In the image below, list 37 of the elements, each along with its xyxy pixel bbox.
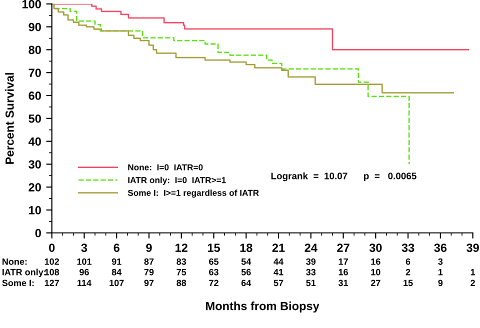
x-tick-label: 9 [146,244,152,252]
x-tick-label: 33 [402,244,414,252]
text: None: [2,258,27,265]
text: 127 114 107 97 88 72 64 57 51 31 27 15 9 2 [44,280,475,286]
text: IATR only: [2,268,46,278]
y-tick-label: 50 [28,114,41,123]
x-tick-label: 30 [369,244,382,252]
annotation: Logrank = 10.07 p = 0.0065 [271,172,416,182]
x-tick-label: 12 [176,244,188,252]
y-tick-label: 10 [29,206,41,214]
y-axis-title: Percent Survival [5,72,14,164]
text: 102 101 91 87 83 65 54 44 39 17 16 6 3 [44,258,443,265]
x-tick-label: 39 [466,244,479,252]
x-tick-label: 21 [272,244,285,252]
x-axis-title: Months from Biopsy [206,302,320,313]
y-tick-label: 60 [28,92,41,100]
x-tick-label: 24 [304,244,318,252]
x-tick-label: 15 [208,244,220,252]
text: 108 96 84 79 75 63 56 41 33 16 10 2 1 1 [44,268,476,276]
y-tick-label: 0 [35,228,41,238]
y-tick-label: 20 [28,183,41,192]
y-tick-label: 30 [28,160,41,169]
x-tick-label: 18 [240,244,252,252]
x-tick-label: 27 [337,244,350,252]
x-tick-label: 6 [114,244,120,252]
x-tick-label: 36 [434,244,447,252]
text: Some I: [2,280,34,286]
legend-label: None: I=0 IATR=0 [128,164,203,170]
y-tick-label: 90 [28,22,41,32]
x-tick-label: 0 [49,244,55,252]
legend-label: Some I: I>=1 regardless of IATR [128,190,259,198]
legend-label: IATR only: I=0 IATR>=1 [128,176,226,185]
y-tick-label: 100 [22,0,41,8]
y-tick-label: 40 [28,137,41,146]
y-tick-label: 70 [28,68,41,78]
x-tick-label: 3 [81,244,88,252]
y-tick-label: 80 [28,46,41,54]
